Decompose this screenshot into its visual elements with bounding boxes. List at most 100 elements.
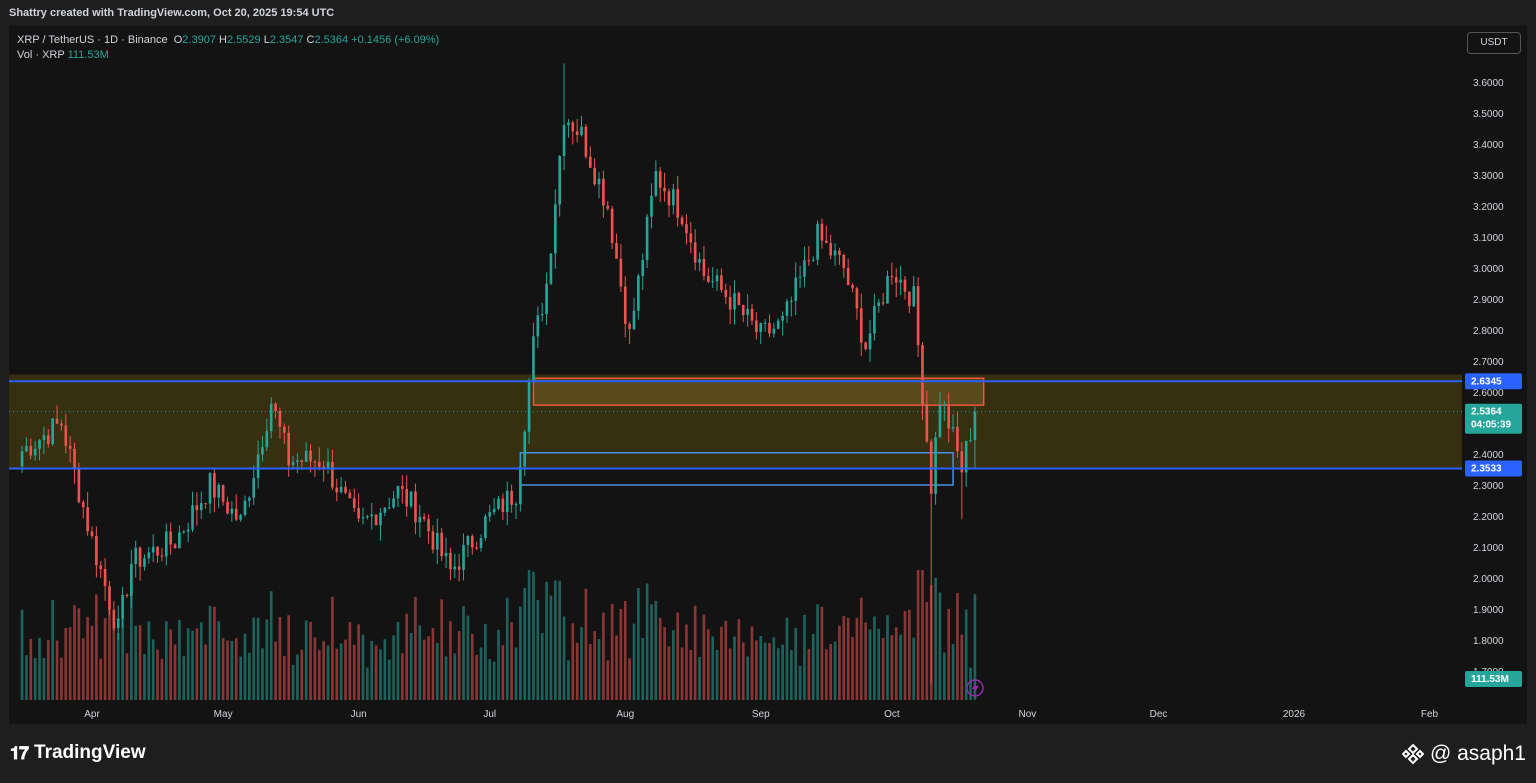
candle-body	[641, 260, 645, 276]
volume-bar	[925, 602, 929, 700]
low-label: L	[263, 34, 270, 46]
volume-bar	[269, 591, 273, 700]
volume-bar	[466, 615, 470, 700]
candle-body	[51, 418, 54, 445]
candle-body	[588, 156, 592, 168]
currency-button[interactable]: USDT	[1467, 32, 1521, 54]
lower-level-badge-text: 2.3533	[1471, 463, 1502, 474]
candle-body	[479, 538, 483, 548]
candle-body	[794, 277, 798, 301]
volume-bar	[505, 597, 509, 700]
volume-bar	[470, 633, 474, 700]
candle-body	[536, 315, 540, 337]
volume-bar	[921, 570, 924, 700]
candle-body	[269, 403, 273, 432]
candle-body	[650, 195, 653, 217]
volume-bar	[479, 647, 483, 700]
candle-body	[545, 283, 548, 315]
price-tick-label: 3.4000	[1473, 140, 1504, 151]
candle-body	[763, 322, 767, 324]
candle-body	[230, 508, 234, 514]
candle-body	[278, 410, 282, 427]
volume-bar	[912, 637, 916, 700]
candle-body	[873, 305, 876, 334]
time-tick-label: Jun	[351, 709, 367, 720]
price-tick-label: 2.0000	[1473, 574, 1504, 585]
candle-body	[383, 507, 387, 513]
candle-body	[453, 566, 457, 570]
volume-bar	[798, 666, 802, 700]
volume-bar	[728, 648, 732, 700]
candle-body	[361, 517, 365, 519]
candle-body	[409, 491, 413, 507]
candle-body	[121, 594, 124, 619]
candle-body	[64, 425, 68, 446]
candle-body	[95, 536, 98, 566]
candle-body	[86, 507, 89, 532]
volume-bar	[261, 648, 264, 700]
price-tick-label: 2.8000	[1473, 326, 1504, 337]
candle-body	[619, 258, 623, 287]
volume-bar	[523, 587, 527, 700]
volume-bar	[274, 641, 277, 700]
candle-body	[25, 446, 28, 452]
candle-body	[803, 260, 806, 277]
price-chart[interactable]: 3.6000 3.5000 3.4000 3.3000 3.2000 3.1000 3.00…	[0, 0, 1536, 724]
candle-body	[108, 586, 111, 610]
volume-bar	[317, 650, 321, 700]
volume-bar	[409, 632, 413, 700]
candle-body	[899, 279, 902, 283]
volume-bar	[38, 637, 41, 700]
volume-bar	[191, 630, 194, 700]
upper-level-badge	[1465, 373, 1522, 390]
volume-bar	[510, 622, 513, 700]
low-value: 2.3547	[269, 34, 304, 46]
volume-bar	[226, 640, 229, 700]
candle-body	[379, 512, 382, 526]
volume-bar	[597, 638, 601, 700]
volume-bar	[514, 647, 518, 700]
volume-bar	[492, 661, 496, 700]
attribution-bar: Shattry created with TradingView.com, Oc…	[0, 0, 1536, 26]
volume-bar	[46, 640, 50, 700]
candle-body	[475, 547, 478, 549]
candle-body	[457, 566, 461, 570]
close-label: C	[306, 34, 315, 46]
candle-body	[637, 275, 640, 311]
candle-body	[554, 204, 557, 254]
volume-bar	[186, 628, 190, 700]
volume-bar	[527, 570, 531, 700]
price-tick-label: 1.9000	[1473, 605, 1504, 616]
tradingview-logo[interactable]: 𝟏𝟕 TradingView	[10, 742, 146, 764]
volume-bar	[370, 641, 374, 700]
volume-bar	[182, 656, 186, 700]
volume-bar	[405, 613, 409, 700]
candle-body	[602, 178, 605, 206]
volume-bar	[64, 627, 68, 700]
volume-bar	[156, 649, 159, 700]
volume-bar	[103, 618, 107, 700]
volume-bar	[943, 652, 946, 700]
candle-body	[807, 260, 811, 262]
volume-bar	[702, 614, 706, 700]
volume-bar	[379, 649, 382, 700]
volume-bar	[650, 604, 653, 700]
volume-bar	[833, 641, 837, 700]
candle-body	[685, 224, 688, 234]
volume-bar	[243, 633, 247, 700]
candle-body	[309, 450, 312, 462]
ohlc-row: XRP / TetherUS · 1D · Binance O2.3907 H2…	[17, 33, 439, 48]
candle-body	[938, 405, 942, 438]
candle-body	[672, 189, 675, 206]
candle-body	[741, 305, 745, 315]
volume-bar	[720, 626, 723, 700]
volume-bar	[331, 596, 334, 700]
candle-body	[357, 507, 360, 519]
candle-body	[505, 490, 509, 513]
candle-body	[46, 435, 50, 445]
candle-body	[396, 486, 400, 499]
volume-bar	[685, 624, 688, 700]
price-tick-label: 2.1000	[1473, 543, 1504, 554]
candle-body	[178, 532, 181, 549]
volume-bar	[73, 605, 76, 700]
